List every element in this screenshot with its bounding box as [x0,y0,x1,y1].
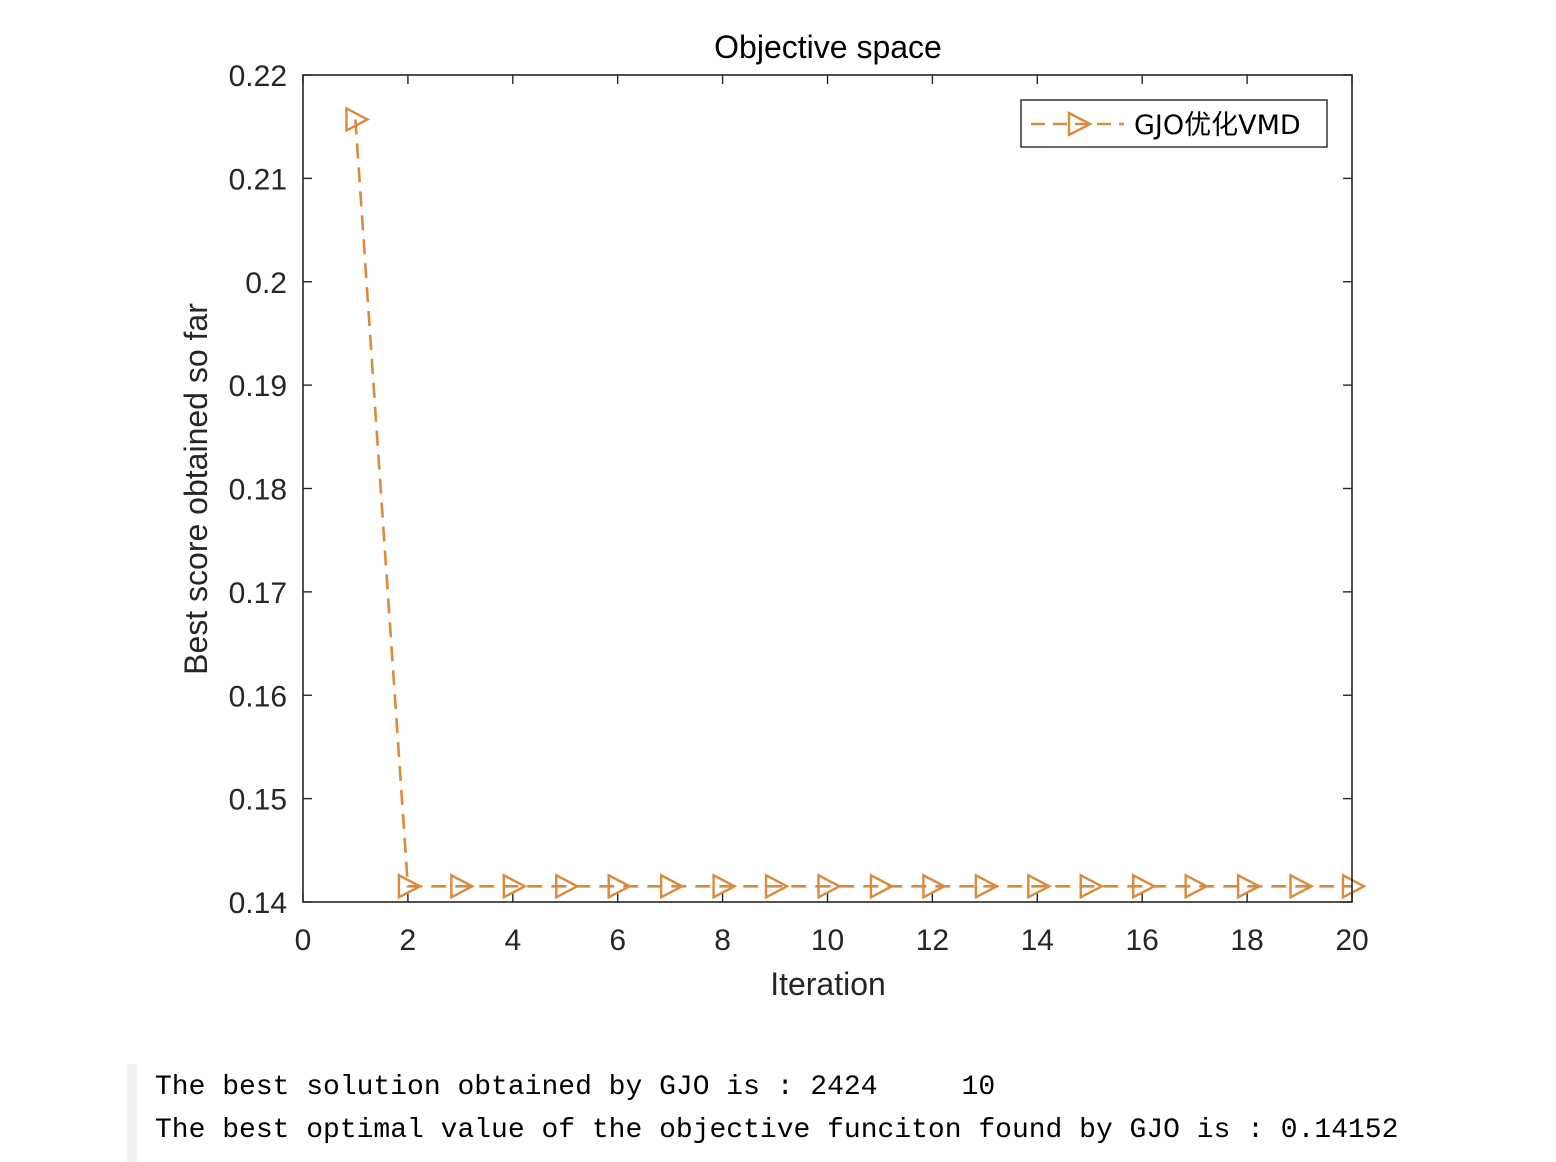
legend-marker-sample [1067,111,1093,137]
data-point-marker [502,873,528,900]
chart-title: Objective space [714,29,942,65]
legend: GJO优化VMD [1020,99,1328,148]
x-tick-label: 10 [811,924,844,957]
data-point-marker [450,873,475,900]
data-point-marker [345,106,371,133]
x-tick-label: 8 [714,924,731,957]
data-point-marker [397,873,423,900]
x-tick-label: 12 [916,924,949,957]
x-tick-label: 20 [1335,924,1368,957]
legend-label: GJO优化VMD [1134,110,1301,141]
y-tick-label: 0.15 [229,784,287,817]
x-tick-label: 6 [609,924,626,957]
best-solution-text: The best solution obtained by GJO is : 2… [155,1072,878,1103]
series-layer [345,106,1367,900]
x-tick-label: 2 [400,924,417,957]
x-tick-label: 16 [1126,924,1159,957]
data-point-marker [659,873,685,900]
x-tick-label: 18 [1230,924,1263,957]
data-point-marker [607,873,633,900]
data-point-marker [869,873,895,900]
data-point-marker [555,873,580,900]
data-point-marker [1289,873,1315,900]
data-point-marker [712,873,738,900]
y-tick-label: 0.14 [229,887,287,920]
y-tick-label: 0.18 [229,474,287,507]
y-axis-label: Best score obtained so far [178,303,214,675]
legend-box [1020,99,1328,148]
console-output: The best solution obtained by GJO is : 2… [127,1064,1517,1162]
y-tick-label: 0.17 [229,577,287,610]
x-tick-label: 14 [1021,924,1054,957]
ticks-layer: 0 2 4 6 8 10 12 14 16 18 20 0.14 0.15 0.16 0.17 0.18 0.1… [229,60,1369,957]
data-point-marker [1184,873,1210,900]
data-point-marker [1079,873,1105,900]
y-tick-label: 0.19 [229,370,287,403]
data-point-marker [817,873,843,900]
data-point-marker [764,873,790,900]
x-axis-label: Iteration [770,966,886,1002]
axes-box [302,74,1353,903]
data-point-marker [1027,873,1052,900]
y-tick-label: 0.21 [229,163,287,196]
y-tick-label: 0.2 [245,267,287,300]
data-point-marker [1341,873,1367,900]
data-point-marker [922,873,947,900]
y-tick-label: 0.22 [229,60,287,93]
best-solution-second-value: 10 [961,1072,996,1103]
x-tick-label: 0 [295,924,312,957]
console-line-best-value: The best optimal value of the objective … [155,1115,1399,1146]
data-point-marker [1236,873,1262,900]
data-point-marker [974,873,1000,900]
console-line-best-solution: The best solution obtained by GJO is : 2… [155,1072,995,1103]
x-tick-label: 4 [504,924,521,957]
objective-space-chart: 0 2 4 6 8 10 12 14 16 18 20 0.14 0.15 0.16 0.17 0.18 0.1… [178,29,1369,1002]
plot-area [303,75,1352,902]
data-point-marker [1132,873,1157,900]
y-tick-label: 0.16 [229,680,287,713]
